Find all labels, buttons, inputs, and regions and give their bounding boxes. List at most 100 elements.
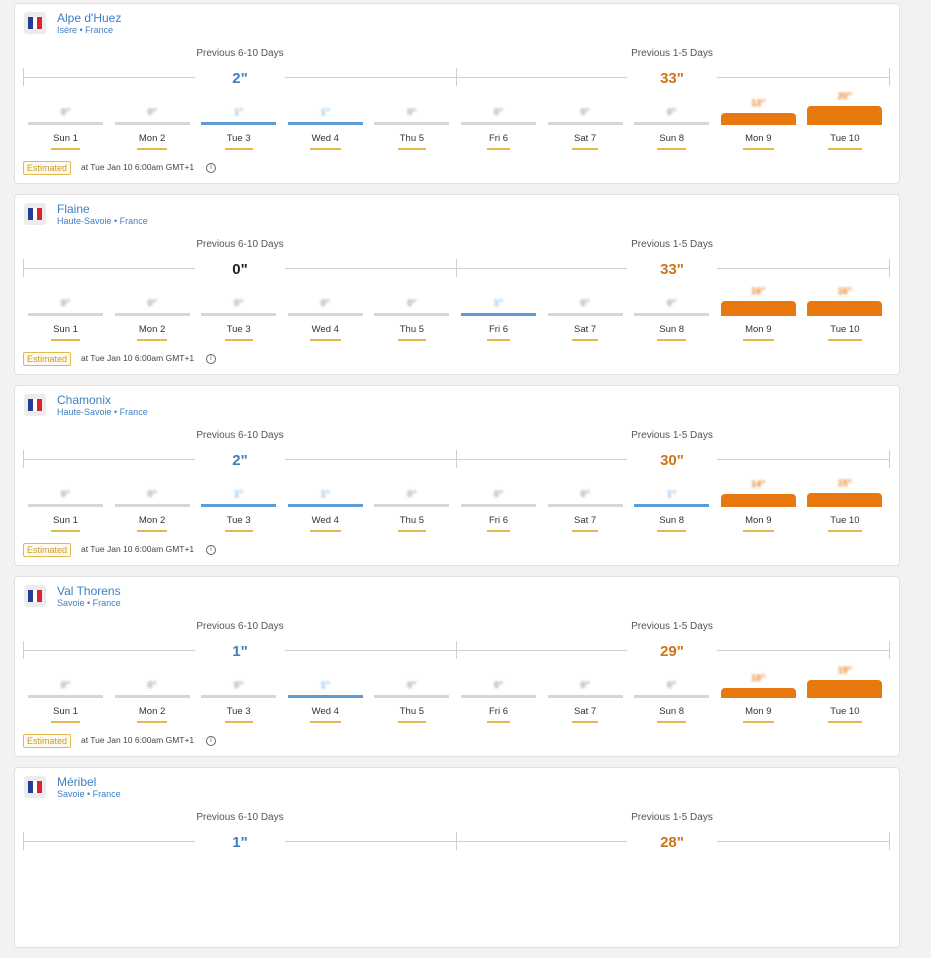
snow-bar — [461, 313, 536, 316]
day-label: Sat 7 — [548, 132, 623, 150]
snow-amount: 0" — [580, 680, 590, 690]
estimate-timestamp: at Tue Jan 10 6:00am GMT+1 — [81, 735, 195, 745]
day-label: Tue 3 — [201, 323, 276, 341]
snow-amount: 14" — [751, 479, 766, 489]
day-column[interactable]: 0" Sat 7 — [547, 673, 623, 723]
day-label: Sat 7 — [548, 705, 623, 723]
day-column[interactable]: 1" Fri 6 — [461, 291, 536, 341]
estimated-badge: Estimated — [23, 543, 72, 557]
day-column[interactable]: 0" Fri 6 — [461, 673, 536, 723]
prev-1-5-total: 29" — [627, 643, 717, 660]
day-column[interactable]: 1" Wed 4 — [287, 100, 363, 150]
day-column[interactable]: 0" Mon 2 — [114, 100, 190, 150]
snow-bar — [634, 313, 710, 316]
day-label: Sat 7 — [548, 514, 623, 532]
resort-region[interactable]: Haute-Savoie • France — [57, 216, 148, 226]
day-column[interactable]: 20" Tue 10 — [807, 91, 883, 150]
resort-region[interactable]: Isère • France — [57, 25, 114, 35]
info-icon[interactable]: i — [206, 354, 216, 364]
prev-6-10-total: 2" — [195, 70, 285, 87]
resort-region[interactable]: Haute-Savoie • France — [57, 407, 148, 417]
resort-card[interactable]: Val Thorens Savoie • France Previous 6-1… — [14, 576, 900, 757]
day-column[interactable]: 16" Mon 9 — [720, 286, 796, 341]
day-column[interactable]: 0" Sat 7 — [547, 100, 623, 150]
day-column[interactable]: 0" Sun 1 — [28, 673, 103, 723]
resort-name[interactable]: Méribel — [57, 775, 97, 789]
resort-region[interactable]: Savoie • France — [57, 598, 121, 608]
resort-card[interactable]: Méribel Savoie • France Previous 6-10 Da… — [14, 767, 900, 948]
day-column[interactable]: 1" Tue 3 — [201, 100, 277, 150]
prev-6-10-total: 0" — [195, 261, 285, 278]
snow-bar — [287, 122, 363, 125]
day-column[interactable]: 1" Wed 4 — [287, 673, 363, 723]
snow-bar — [634, 122, 710, 125]
period-tick — [456, 68, 457, 86]
snow-amount: 0" — [60, 107, 71, 117]
day-column[interactable]: 16" Tue 10 — [807, 286, 883, 341]
snow-bar — [374, 122, 450, 125]
resort-card[interactable]: Flaine Haute-Savoie • France Previous 6-… — [14, 194, 900, 375]
snow-bar — [114, 313, 190, 316]
day-column[interactable]: 13" Mon 9 — [720, 98, 796, 150]
estimate-timestamp: at Tue Jan 10 6:00am GMT+1 — [81, 353, 195, 363]
day-label: Mon 2 — [115, 323, 190, 341]
snow-amount: 1" — [234, 107, 244, 117]
info-icon[interactable]: i — [206, 545, 216, 555]
info-icon[interactable]: i — [206, 736, 216, 746]
snow-bar — [114, 504, 190, 507]
day-column[interactable]: 1" Tue 3 — [201, 482, 277, 532]
france-flag-icon — [24, 203, 46, 225]
day-column[interactable]: 0" Fri 6 — [461, 482, 536, 532]
resort-card[interactable]: Chamonix Haute-Savoie • France Previous … — [14, 385, 900, 566]
snow-bar — [720, 113, 796, 125]
day-column[interactable]: 0" Sun 1 — [28, 291, 103, 341]
resort-name[interactable]: Val Thorens — [57, 584, 121, 598]
snow-amount: 0" — [320, 298, 330, 308]
snow-bar — [114, 695, 190, 698]
day-column[interactable]: 0" Wed 4 — [287, 291, 363, 341]
snow-bar — [28, 122, 103, 125]
resort-name[interactable]: Alpe d'Huez — [57, 11, 122, 25]
snow-amount: 0" — [234, 298, 244, 308]
snow-bar — [461, 695, 536, 698]
snow-bar — [807, 680, 883, 698]
day-column[interactable]: 0" Sun 8 — [634, 100, 710, 150]
day-column[interactable]: 0" Sun 8 — [634, 673, 710, 723]
day-column[interactable]: 0" Sun 8 — [634, 291, 710, 341]
snow-amount: 0" — [407, 680, 417, 690]
snow-amount: 0" — [580, 489, 590, 499]
snow-amount: 1" — [667, 489, 677, 499]
resort-card[interactable]: Alpe d'Huez Isère • France Previous 6-10… — [14, 3, 900, 184]
day-column[interactable]: 1" Sun 8 — [634, 482, 710, 532]
snow-amount: 1" — [320, 680, 330, 690]
day-column[interactable]: 0" Mon 2 — [114, 291, 190, 341]
resort-name[interactable]: Chamonix — [57, 393, 112, 407]
snow-amount: 1" — [320, 489, 330, 499]
day-column[interactable]: 14" Mon 9 — [720, 479, 796, 532]
day-column[interactable]: 0" Mon 2 — [114, 482, 190, 532]
day-column[interactable]: 0" Tue 3 — [201, 673, 277, 723]
day-column[interactable]: 10" Mon 9 — [720, 673, 796, 723]
snow-bar — [720, 301, 796, 316]
resort-name[interactable]: Flaine — [57, 202, 90, 216]
day-column[interactable]: 0" Sat 7 — [547, 482, 623, 532]
day-column[interactable]: 0" Thu 5 — [374, 482, 450, 532]
day-column[interactable]: 1" Wed 4 — [287, 482, 363, 532]
day-column[interactable]: 0" Sun 1 — [28, 482, 103, 532]
day-column[interactable]: 0" Tue 3 — [201, 291, 277, 341]
day-column[interactable]: 0" Fri 6 — [461, 100, 536, 150]
info-icon[interactable]: i — [206, 163, 216, 173]
day-column[interactable]: 15" Tue 10 — [807, 478, 883, 532]
day-column[interactable]: 0" Thu 5 — [374, 100, 450, 150]
day-column[interactable]: 0" Thu 5 — [374, 673, 450, 723]
period-tick — [889, 832, 890, 850]
snow-amount: 1" — [493, 298, 504, 308]
snow-amount: 0" — [407, 107, 417, 117]
resort-region[interactable]: Savoie • France — [57, 789, 121, 799]
day-column[interactable]: 0" Thu 5 — [374, 291, 450, 341]
snow-bar — [807, 106, 883, 125]
day-column[interactable]: 0" Sat 7 — [547, 291, 623, 341]
day-column[interactable]: 19" Tue 10 — [807, 665, 883, 723]
day-column[interactable]: 0" Sun 1 — [28, 100, 103, 150]
day-column[interactable]: 0" Mon 2 — [114, 673, 190, 723]
